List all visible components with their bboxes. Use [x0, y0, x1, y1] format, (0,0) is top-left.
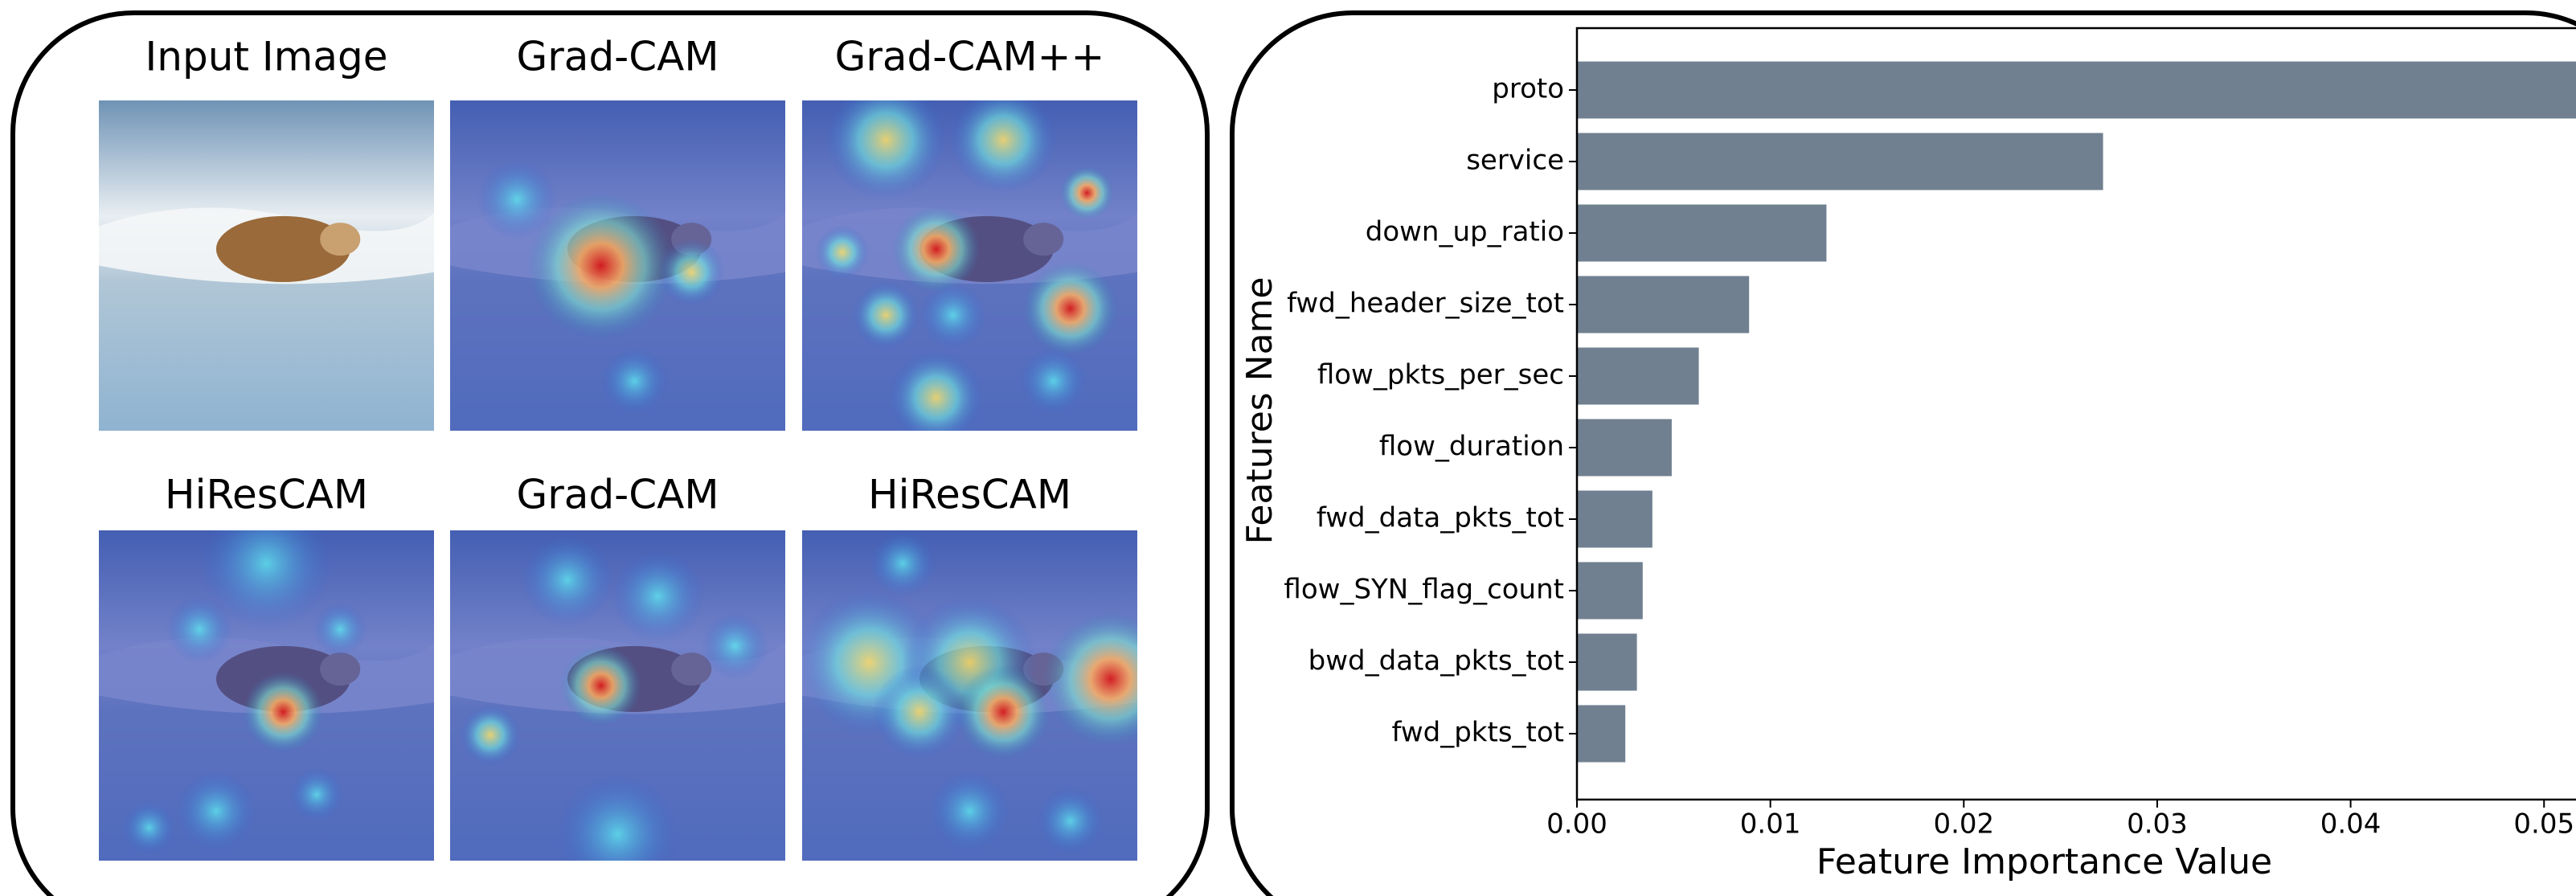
x-tick-label: 0.05	[2513, 808, 2574, 841]
y-tick-label: fwd_data_pkts_tot	[1317, 502, 1564, 534]
cam-blob	[557, 774, 678, 894]
cam-blob	[243, 672, 323, 752]
cam-blob	[889, 351, 983, 445]
y-tick-label: flow_SYN_flag_count	[1284, 574, 1564, 606]
bar	[1577, 634, 1637, 691]
cam-blob	[853, 281, 919, 348]
cam-blob	[873, 665, 967, 759]
y-tick-label: proto	[1492, 73, 1564, 105]
image-title: Grad-CAM	[517, 34, 719, 80]
cam-blob	[929, 771, 1010, 851]
bar	[1577, 419, 1672, 477]
cam-blob	[893, 206, 980, 293]
y-axis-title: Features Name	[1239, 277, 1280, 545]
cam-blob	[521, 533, 615, 627]
cam-blob	[561, 645, 641, 726]
cam-blob	[1020, 348, 1087, 415]
turtle-head	[320, 223, 360, 256]
bar-chart: proto service down_up_ratio fwd_header_size…	[1239, 28, 2576, 882]
cam-blob	[919, 281, 986, 348]
cam-blob	[166, 596, 232, 663]
cam-blob	[122, 801, 176, 855]
cam-blob	[611, 550, 705, 644]
heatmap-image	[450, 530, 785, 894]
image-title: Grad-CAM	[517, 472, 719, 518]
heatmap-image	[99, 497, 434, 861]
image-title: Input Image	[145, 34, 388, 80]
cam-blob	[176, 771, 256, 851]
heatmap-image	[796, 530, 1177, 861]
bar	[1577, 348, 1699, 405]
x-axis-title: Feature Importance Value	[1816, 841, 2272, 882]
heatmap-image	[450, 100, 785, 431]
x-tick-label: 0.04	[2320, 808, 2381, 841]
figure: Input Image Grad-CAM Grad-CAM++ HiResCAM Gra…	[0, 0, 2576, 896]
heatmap-image	[802, 80, 1137, 444]
x-tick-label: 0.03	[2127, 808, 2188, 841]
cam-blob	[1043, 612, 1177, 747]
y-tick-label: fwd_header_size_tot	[1287, 288, 1564, 320]
cam-blob	[1023, 262, 1117, 356]
cam-blob	[816, 226, 870, 280]
cam-blob	[1037, 788, 1104, 854]
cam-blob	[461, 705, 521, 765]
bar	[1577, 62, 2576, 119]
y-tick-label: down_up_ratio	[1366, 216, 1564, 248]
bar	[1577, 205, 1826, 262]
bar	[1577, 563, 1643, 620]
image-grid: Input Image Grad-CAM Grad-CAM++ HiResCAM Gra…	[99, 34, 1177, 895]
bar	[1577, 276, 1749, 333]
image-title: Grad-CAM++	[835, 34, 1105, 80]
image-title: HiResCAM	[868, 472, 1071, 518]
cam-blob	[1060, 166, 1114, 220]
y-tick-label: fwd_pkts_tot	[1391, 717, 1564, 749]
page: {"panels": {"titles": ["Input Image", "G…	[0, 0, 2576, 896]
cam-blob	[956, 665, 1050, 759]
x-tick-label: 0.01	[1740, 808, 1801, 841]
cam-blob	[477, 159, 557, 239]
bar	[1577, 706, 1625, 763]
image-title: HiResCAM	[165, 472, 368, 518]
cam-blob	[869, 530, 936, 596]
bar	[1577, 491, 1652, 548]
x-tick-label: 0.00	[1546, 808, 1607, 841]
input-image	[99, 100, 434, 431]
cam-blob	[825, 80, 946, 200]
y-tick-label: flow_duration	[1379, 431, 1564, 463]
y-tick-label: flow_pkts_per_sec	[1317, 359, 1564, 391]
cam-blob	[313, 603, 367, 657]
y-tick-label: service	[1466, 145, 1564, 177]
cam-blob	[658, 239, 725, 305]
x-tick-label: 0.02	[1933, 808, 1994, 841]
cam-blob	[949, 87, 1056, 194]
y-tick-label: bwd_data_pkts_tot	[1308, 645, 1564, 677]
cam-blob	[290, 767, 344, 821]
cam-blob	[702, 612, 768, 679]
cam-blob	[601, 348, 668, 415]
bar	[1577, 133, 2103, 190]
